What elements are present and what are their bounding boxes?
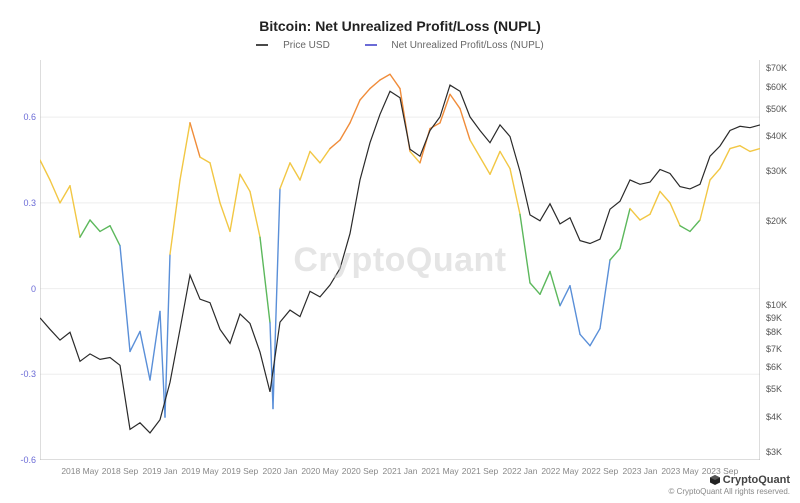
- x-tick-label: 2022 May: [541, 466, 578, 476]
- footer: CryptoQuant © CryptoQuant All rights res…: [669, 474, 791, 497]
- x-tick-label: 2020 Sep: [342, 466, 378, 476]
- footer-copy: © CryptoQuant All rights reserved.: [669, 487, 791, 497]
- x-tick-label: 2021 Jan: [383, 466, 418, 476]
- footer-brand: CryptoQuant: [669, 474, 791, 487]
- footer-brand-text: CryptoQuant: [723, 474, 790, 486]
- x-tick-label: 2021 May: [421, 466, 458, 476]
- x-tick-label: 2021 Sep: [462, 466, 498, 476]
- x-tick-label: 2020 Jan: [263, 466, 298, 476]
- y-right-tick-label: $7K: [766, 344, 796, 354]
- legend-label-nupl: Net Unrealized Profit/Loss (NUPL): [391, 40, 543, 51]
- legend-swatch-price: [256, 44, 268, 46]
- y-left-tick-label: 0.6: [6, 112, 36, 122]
- y-right-tick-label: $8K: [766, 327, 796, 337]
- x-tick-label: 2018 Sep: [102, 466, 138, 476]
- y-right-tick-label: $4K: [766, 412, 796, 422]
- y-left-tick-label: -0.6: [6, 455, 36, 465]
- y-right-tick-label: $70K: [766, 63, 796, 73]
- y-right-tick-label: $30K: [766, 166, 796, 176]
- x-tick-label: 2019 Jan: [143, 466, 178, 476]
- y-right-tick-label: $10K: [766, 300, 796, 310]
- x-tick-label: 2022 Jan: [503, 466, 538, 476]
- x-tick-label: 2022 Sep: [582, 466, 618, 476]
- y-right-tick-label: $3K: [766, 447, 796, 457]
- y-right-tick-label: $5K: [766, 384, 796, 394]
- plot-area: CryptoQuant 2018 May2018 Sep2019 Jan2019…: [40, 60, 760, 460]
- legend-label-price: Price USD: [283, 40, 330, 51]
- y-right-tick-label: $60K: [766, 82, 796, 92]
- y-right-tick-label: $6K: [766, 362, 796, 372]
- y-left-tick-label: 0.3: [6, 198, 36, 208]
- x-tick-label: 2018 May: [61, 466, 98, 476]
- y-left-tick-label: 0: [6, 284, 36, 294]
- y-right-tick-label: $20K: [766, 216, 796, 226]
- y-right-tick-label: $9K: [766, 313, 796, 323]
- x-tick-label: 2023 Jan: [623, 466, 658, 476]
- legend-item-price: Price USD: [248, 40, 340, 51]
- brand-cube-icon: [709, 474, 721, 486]
- x-tick-label: 2019 Sep: [222, 466, 258, 476]
- legend-item-nupl: Net Unrealized Profit/Loss (NUPL): [357, 40, 552, 51]
- y-right-tick-label: $40K: [766, 131, 796, 141]
- legend-swatch-nupl: [365, 44, 377, 46]
- chart-legend: Price USD Net Unrealized Profit/Loss (NU…: [0, 40, 800, 51]
- x-tick-label: 2020 May: [301, 466, 338, 476]
- plot-svg: [40, 60, 760, 460]
- x-tick-label: 2019 May: [181, 466, 218, 476]
- chart-title: Bitcoin: Net Unrealized Profit/Loss (NUP…: [0, 18, 800, 34]
- y-left-tick-label: -0.3: [6, 369, 36, 379]
- chart-container: Bitcoin: Net Unrealized Profit/Loss (NUP…: [0, 0, 800, 503]
- y-right-tick-label: $50K: [766, 104, 796, 114]
